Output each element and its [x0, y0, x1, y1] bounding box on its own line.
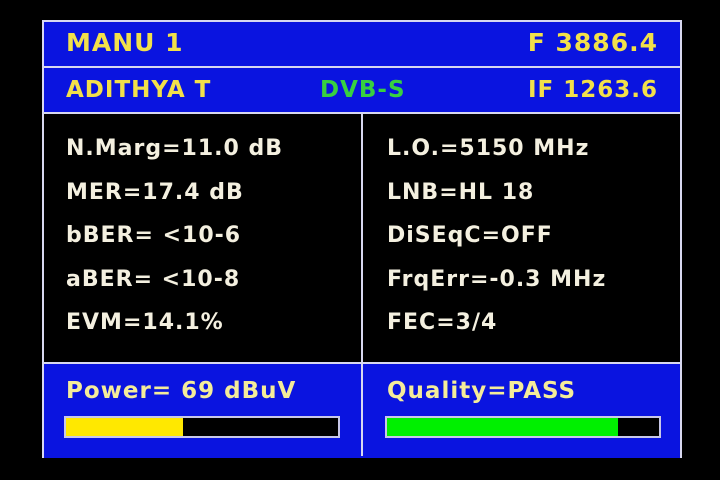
- header-row: MANU 1 F 3886.4: [44, 22, 680, 68]
- info-row: ADITHYA T DVB-S IF 1263.6: [44, 68, 680, 114]
- quality-label: Quality=PASS: [387, 378, 577, 404]
- param-fec: FEC=3/4: [387, 310, 498, 335]
- measurement-panel: MANU 1 F 3886.4 ADITHYA T DVB-S IF 1263.…: [42, 20, 682, 458]
- quality-bar-fill: [387, 418, 619, 436]
- param-evm: EVM=14.1%: [66, 310, 224, 335]
- param-diseqc: DiSEqC=OFF: [387, 223, 553, 248]
- divider: [361, 114, 363, 456]
- power-bar: [64, 416, 340, 438]
- param-lo: L.O.=5150 MHz: [387, 136, 590, 161]
- power-bar-fill: [66, 418, 183, 436]
- level-section: Power= 69 dBuV Quality=PASS: [44, 362, 680, 458]
- if-frequency: IF 1263.6: [527, 77, 658, 103]
- channel-name: MANU 1: [66, 28, 184, 57]
- standard: DVB-S: [320, 77, 406, 103]
- param-frqerr: FrqErr=-0.3 MHz: [387, 267, 607, 292]
- param-bber: bBER= <10-6: [66, 223, 242, 248]
- frequency: F 3886.4: [527, 28, 658, 57]
- param-aber: aBER= <10-8: [66, 267, 241, 292]
- param-mer: MER=17.4 dB: [66, 180, 244, 205]
- param-lnb: LNB=HL 18: [387, 180, 535, 205]
- power-label: Power= 69 dBuV: [66, 378, 297, 404]
- satellite-name: ADITHYA T: [66, 77, 212, 103]
- param-nmarg: N.Marg=11.0 dB: [66, 136, 283, 161]
- parameters: N.Marg=11.0 dB MER=17.4 dB bBER= <10-6 a…: [44, 114, 680, 362]
- quality-bar: [385, 416, 661, 438]
